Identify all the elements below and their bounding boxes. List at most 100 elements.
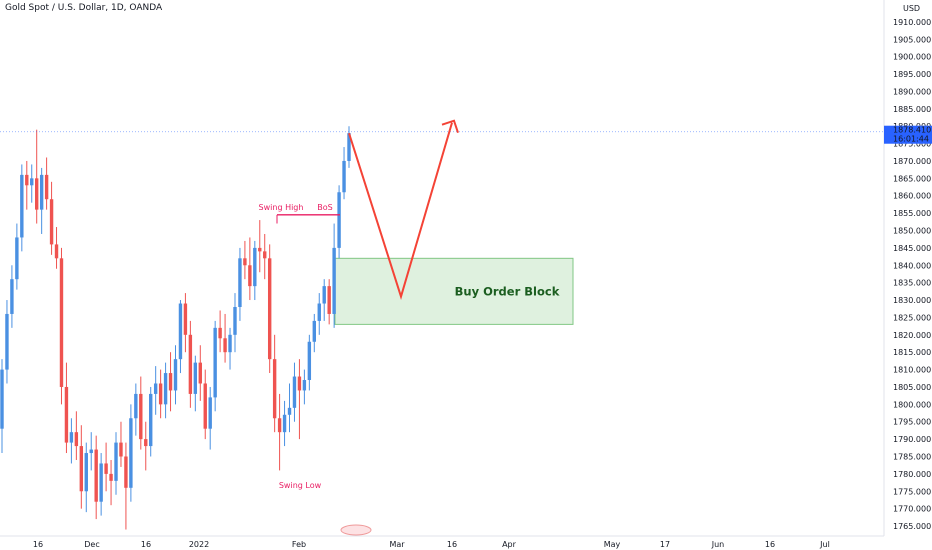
candle-body xyxy=(253,247,257,287)
candle-body xyxy=(312,320,316,342)
y-tick-label: 1800.000 xyxy=(893,400,931,409)
y-tick-label: 1855.000 xyxy=(893,209,931,218)
candle-body xyxy=(347,133,351,161)
y-tick-label: 1910.000 xyxy=(893,18,931,27)
candle-body xyxy=(119,442,123,457)
y-tick-label: 1860.000 xyxy=(893,192,931,201)
candle-body xyxy=(173,359,178,391)
candle-body xyxy=(198,362,202,384)
last-price-countdown: 16:01:44 xyxy=(893,135,929,144)
candle-body xyxy=(228,334,232,353)
x-tick-label: Jun xyxy=(711,540,725,549)
x-tick-label: 16 xyxy=(33,540,43,549)
candle-body xyxy=(25,174,29,186)
y-tick-label: 1795.000 xyxy=(893,418,931,427)
x-tick-label: Apr xyxy=(502,540,517,549)
candle-body xyxy=(153,383,158,394)
candle-body xyxy=(203,383,207,429)
candle-body xyxy=(129,418,133,488)
candle-body xyxy=(292,376,297,408)
x-tick-label: 17 xyxy=(660,540,670,549)
y-tick-label: 1840.000 xyxy=(893,261,931,270)
order-block-label: Buy Order Block xyxy=(455,284,560,298)
candle-body xyxy=(35,178,39,210)
x-tick-label: Feb xyxy=(292,540,306,549)
candle-body xyxy=(124,456,128,488)
y-tick-label: 1810.000 xyxy=(893,366,931,375)
y-tick-label: 1895.000 xyxy=(893,70,931,79)
y-tick-label: 1870.000 xyxy=(893,157,931,166)
y-tick-label: 1790.000 xyxy=(893,435,931,444)
candle-body xyxy=(272,359,277,419)
x-tick-label: May xyxy=(604,540,621,549)
x-tick-label: 16 xyxy=(765,540,775,549)
candle-body xyxy=(114,442,118,481)
currency-label: USD xyxy=(903,4,920,13)
candle-body xyxy=(223,338,227,353)
y-tick-label: 1885.000 xyxy=(893,105,931,114)
projection-path xyxy=(348,122,453,300)
candle-body xyxy=(327,286,331,314)
candle-body xyxy=(322,286,326,304)
y-tick-label: 1825.000 xyxy=(893,313,931,322)
candle-body xyxy=(79,446,84,492)
candle-body xyxy=(243,258,247,266)
candle-body xyxy=(163,373,168,405)
chart-title: Gold Spot / U.S. Dollar, 1D, OANDA xyxy=(5,3,163,13)
y-tick-label: 1850.000 xyxy=(893,227,931,236)
candle-body xyxy=(178,303,183,360)
y-tick-label: 1835.000 xyxy=(893,279,931,288)
x-tick-label: 2022 xyxy=(189,540,209,549)
x-tick-label: 16 xyxy=(447,540,457,549)
candle-body xyxy=(208,397,212,429)
candle-body xyxy=(337,192,341,248)
candle-body xyxy=(84,453,88,492)
candle-body xyxy=(287,407,292,415)
candle-body xyxy=(213,327,217,398)
y-tick-label: 1845.000 xyxy=(893,244,931,253)
candle-body xyxy=(44,174,49,200)
candle-body xyxy=(282,414,287,433)
candle-body xyxy=(5,313,9,370)
y-tick-label: 1785.000 xyxy=(893,453,931,462)
y-tick-label: 1815.000 xyxy=(893,348,931,357)
candle-body xyxy=(218,327,222,339)
last-price-value: 1878.410 xyxy=(893,126,931,135)
candle-body xyxy=(69,432,74,443)
candle-body xyxy=(10,279,14,314)
candle-body xyxy=(74,432,79,447)
y-tick-label: 1780.000 xyxy=(893,470,931,479)
last-price-marker xyxy=(884,125,932,144)
y-tick-label: 1770.000 xyxy=(893,505,931,514)
x-tick-label: Dec xyxy=(84,540,99,549)
candle-body xyxy=(20,174,24,238)
candle-body xyxy=(49,199,54,245)
candle-body xyxy=(277,418,282,433)
y-tick-label: 1805.000 xyxy=(893,383,931,392)
candle-body xyxy=(183,303,188,335)
candle-body xyxy=(134,393,138,419)
candle-body xyxy=(139,393,143,440)
y-tick-label: 1865.000 xyxy=(893,174,931,183)
candle-body xyxy=(317,303,321,321)
y-tick-label: 1905.000 xyxy=(893,35,931,44)
candle-body xyxy=(149,393,153,447)
y-tick-label: 1875.000 xyxy=(893,140,931,149)
candle-body xyxy=(54,244,59,259)
candle-body xyxy=(342,160,346,193)
candle-body xyxy=(158,383,163,405)
candle-body xyxy=(64,386,69,443)
y-tick-label: 1900.000 xyxy=(893,53,931,62)
candle-body xyxy=(307,341,312,381)
candle-body xyxy=(30,178,34,186)
x-tick-label: 16 xyxy=(141,540,151,549)
candle-body xyxy=(267,258,272,360)
candle-body xyxy=(258,247,262,252)
candle-body xyxy=(193,362,198,394)
candle-body xyxy=(302,380,307,391)
candle-body xyxy=(168,373,173,391)
candle-body xyxy=(94,449,98,502)
bos-label: BoS xyxy=(317,203,332,212)
candle-body xyxy=(248,265,252,287)
